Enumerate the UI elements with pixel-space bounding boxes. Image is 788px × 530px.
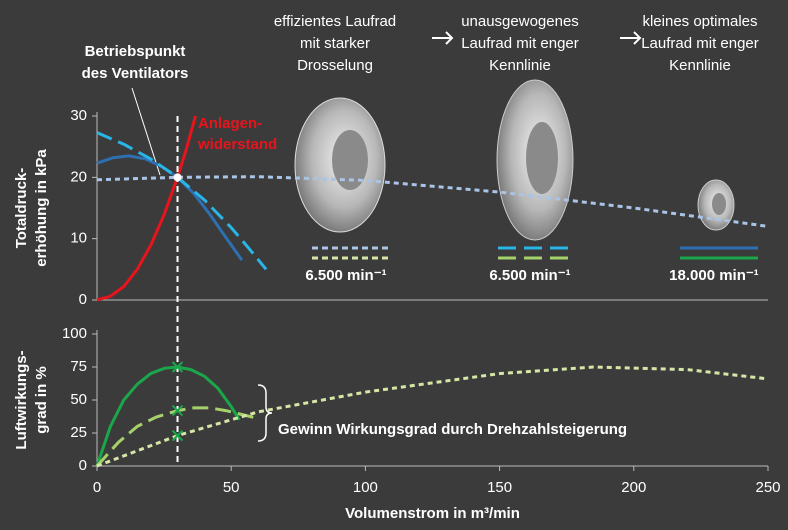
- brace: [257, 384, 273, 442]
- x-tick-label: 100: [353, 479, 378, 496]
- annotation: Anlagen-: [198, 115, 262, 132]
- y-axis-label: Luftwirkungs-: [13, 350, 30, 449]
- line-series: [96, 365, 769, 468]
- speed-label: 6.500 min⁻¹: [305, 267, 386, 284]
- y-tick-label: 75: [70, 358, 87, 375]
- y-axis-label: Totaldruck-: [13, 168, 30, 249]
- caption: kleines optimales: [642, 13, 757, 30]
- impeller-hub: [712, 193, 726, 215]
- y-tick-label: 25: [70, 424, 87, 441]
- caption: Laufrad mit enger: [461, 35, 579, 52]
- caption: mit starker: [300, 35, 370, 52]
- y-axis-label: erhöhung in kPa: [33, 149, 50, 267]
- x-tick-label: 0: [93, 479, 101, 496]
- line-series: [96, 115, 197, 302]
- marker: [171, 361, 184, 373]
- annotation: des Ventilators: [82, 65, 189, 82]
- x-tick-label: 250: [755, 479, 780, 496]
- x-axis-label: Volumenstrom in m³/min: [345, 505, 520, 522]
- operating-point: [173, 173, 182, 182]
- arrows: [432, 31, 642, 45]
- caption: effizientes Laufrad: [274, 13, 396, 30]
- pointer: [131, 87, 161, 176]
- speed-label: 6.500 min⁻¹: [489, 267, 570, 284]
- y-tick-label: 10: [70, 230, 87, 247]
- marker: [171, 429, 184, 442]
- y-tick-label: 0: [79, 457, 87, 474]
- caption: unausgewogenes: [461, 13, 579, 30]
- annotation: widerstand: [197, 136, 277, 153]
- line-series: [96, 131, 268, 271]
- y-tick-label: 20: [70, 168, 87, 185]
- arrow: [620, 31, 642, 45]
- impellers: [294, 79, 735, 241]
- marker: [171, 404, 184, 417]
- y-tick-label: 0: [79, 291, 87, 308]
- y-tick-label: 50: [70, 391, 87, 408]
- x-tick-label: 50: [223, 479, 240, 496]
- annotation: Gewinn Wirkungsgrad durch Drehzahlsteige…: [278, 421, 627, 438]
- impeller-hub: [332, 130, 368, 190]
- line-series: [95, 365, 241, 467]
- swatches: [312, 246, 758, 260]
- caption: Kennlinie: [489, 57, 551, 74]
- annotation: Betriebspunkt: [85, 43, 186, 60]
- caption: Drosselung: [297, 57, 373, 74]
- y-tick-label: 30: [70, 107, 87, 124]
- x-tick-label: 150: [487, 479, 512, 496]
- impeller-hub: [526, 122, 558, 194]
- speed-label: 18.000 min⁻¹: [669, 267, 759, 284]
- caption: Laufrad mit enger: [641, 35, 759, 52]
- y-axis-label: grad in %: [33, 366, 50, 434]
- x-tick-label: 200: [621, 479, 646, 496]
- arrow: [432, 31, 454, 45]
- line-series: [96, 175, 769, 228]
- y-tick-label: 100: [62, 325, 87, 342]
- caption: Kennlinie: [669, 57, 731, 74]
